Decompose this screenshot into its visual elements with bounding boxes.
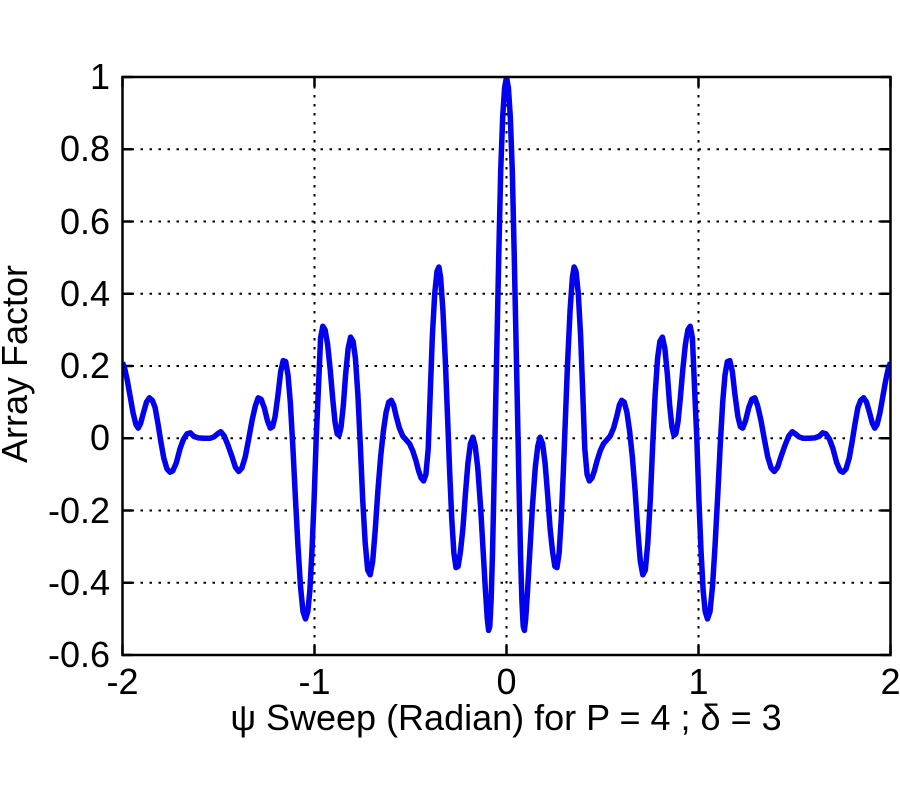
x-tick-label: 1 [688,661,709,702]
y-tick-label: 0 [89,417,110,459]
x-tick-label: 2 [880,661,900,702]
y-tick-label: 0.4 [59,272,110,314]
y-tick-label: 0.6 [59,200,110,242]
y-tick-label: -0.6 [47,634,110,675]
y-tick-label: 0.8 [59,128,110,170]
y-tick-label: 0.2 [59,345,110,386]
plot-frame [121,75,892,657]
y-tick-label: 1 [89,56,110,97]
x-tick-label: 0 [496,661,517,702]
x-tick-label: -1 [298,661,331,702]
array-factor-curve [122,77,891,634]
y-tick-label: -0.2 [47,489,110,531]
y-tick-label: -0.4 [47,561,110,603]
x-tick-label: -2 [106,661,139,702]
x-axis-label: ψ Sweep (Radian) for P = 4 ; δ = 3 [230,697,782,738]
